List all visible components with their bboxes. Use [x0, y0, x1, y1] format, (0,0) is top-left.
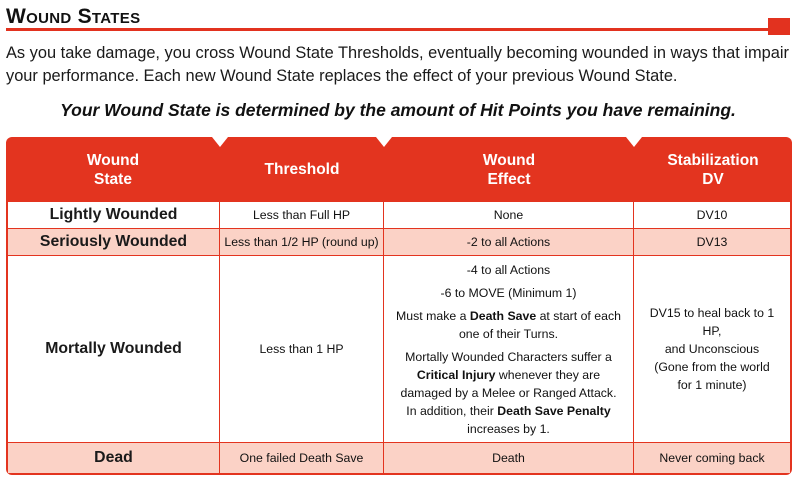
section-header: Wound States: [6, 2, 792, 35]
cell-wound-state: Seriously Wounded: [8, 229, 220, 255]
header-threshold: Threshold: [264, 161, 340, 178]
effect-line: -4 to all Actions: [466, 262, 551, 277]
cell-wound-state: Dead: [8, 443, 220, 473]
table-row: Seriously Wounded Less than 1/2 HP (roun…: [8, 229, 790, 255]
cell-wound-effect: Death: [384, 443, 634, 473]
cell-threshold: Less than Full HP: [220, 202, 384, 228]
table-header-row: Wound State Threshold Wound Effect Stabili…: [6, 137, 792, 202]
intro-paragraph: As you take damage, you cross Wound Stat…: [6, 44, 789, 85]
table-row: Dead One failed Death Save Death Never c…: [8, 443, 790, 473]
cell-threshold: Less than 1 HP: [220, 256, 384, 442]
row-divider: [8, 255, 790, 256]
header-wound-state: Wound State: [86, 151, 140, 188]
header-notch: [212, 137, 228, 147]
header-rule: [6, 28, 782, 31]
table-row: Mortally Wounded Less than 1 HP -4 to al…: [8, 256, 790, 442]
cell-wound-effect: -2 to all Actions: [384, 229, 634, 255]
header-stabilization-dv: Stabilization DV: [667, 151, 759, 188]
section-title: Wound States: [6, 5, 141, 28]
cell-wound-effect: None: [384, 202, 634, 228]
cell-wound-state: Mortally Wounded: [8, 256, 220, 442]
cell-stabilization-dv: Never coming back: [659, 451, 765, 465]
header-notch: [376, 137, 392, 147]
table-row: Lightly Wounded Less than Full HP None D…: [8, 202, 790, 228]
cell-threshold: Less than 1/2 HP (round up): [220, 229, 384, 255]
effect-line: Must make a Death Save at start of each …: [396, 308, 621, 341]
wound-states-table: Wound State Threshold Wound Effect Stabili…: [6, 137, 792, 475]
callout-text: Your Wound State is determined by the am…: [60, 100, 736, 120]
header-notch: [626, 137, 642, 147]
cell-wound-state: Lightly Wounded: [8, 202, 220, 228]
row-divider: [8, 228, 790, 229]
effect-line: Mortally Wounded Characters suffer a Cri…: [400, 349, 617, 436]
table-body: Lightly Wounded Less than Full HP None D…: [8, 202, 790, 473]
cell-threshold: One failed Death Save: [220, 443, 384, 473]
header-square-ornament: [768, 18, 790, 35]
cell-wound-effect: -4 to all Actions -6 to MOVE (Minimum 1)…: [384, 256, 634, 442]
cell-stabilization-dv: DV13: [696, 235, 728, 249]
header-wound-effect: Wound Effect: [482, 151, 536, 188]
effect-line: -6 to MOVE (Minimum 1): [440, 285, 577, 300]
row-divider: [8, 442, 790, 443]
cell-stabilization-dv: DV15 to heal back to 1 HP, and Unconscio…: [649, 306, 775, 392]
cell-stabilization-dv: DV10: [696, 208, 728, 222]
